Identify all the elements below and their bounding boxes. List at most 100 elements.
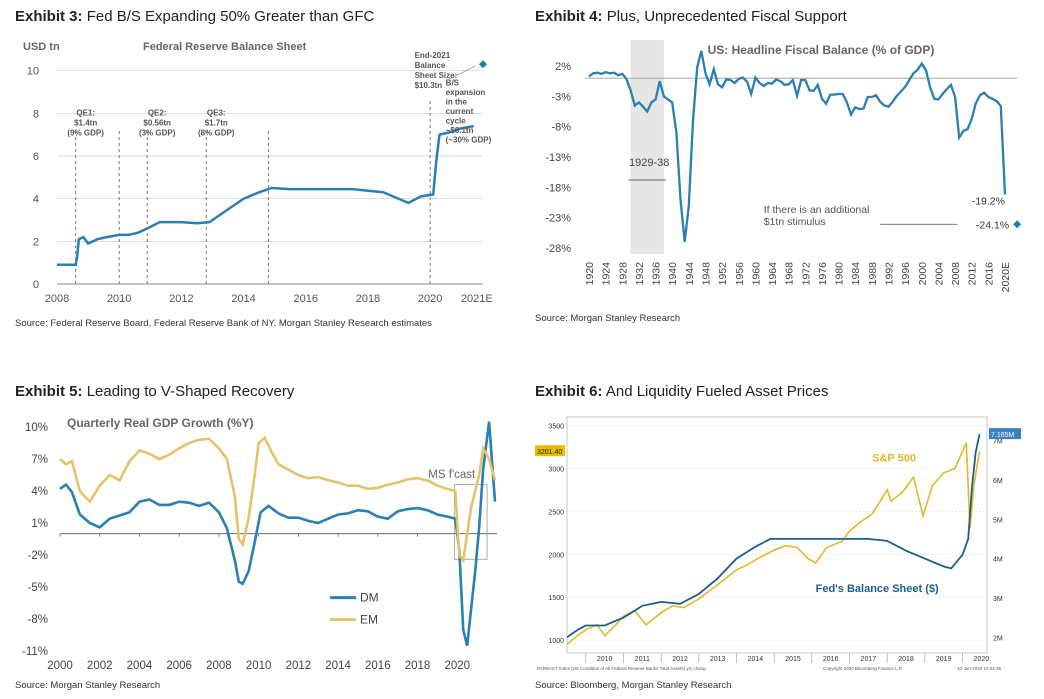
exhibit-3-title: Fed B/S Expanding 50% Greater than GFC xyxy=(86,8,375,25)
qe-annotation: QE1: xyxy=(76,108,95,117)
x-tick-label: 2020 xyxy=(444,660,470,672)
x-tick-label: 1980 xyxy=(834,262,846,286)
plot-frame xyxy=(566,416,988,654)
chart-title: Federal Reserve Balance Sheet xyxy=(143,41,307,53)
y-tick-label: -11% xyxy=(22,646,48,658)
series-line-dm xyxy=(59,421,497,647)
fiscal-balance-chart: 1929-38 US: Headline Fiscal Balance (% of… xyxy=(545,40,1022,292)
qe-annotation: $0.56tn xyxy=(143,118,171,127)
end-2021-callout: Balance xyxy=(415,61,446,70)
exhibit-6-heading: Exhibit 6: And Liquidity Fueled Asset Pr… xyxy=(535,383,828,400)
qe-annotation: $1.7tn xyxy=(205,118,228,127)
x-tick-label: 2010 xyxy=(107,293,131,305)
x-tick-label: 2016 xyxy=(294,293,318,305)
stimulus-note: $1tn stimulus xyxy=(764,216,826,228)
end-2021-marker xyxy=(479,60,487,69)
x-tick-label: 1948 xyxy=(700,262,712,286)
x-tick-label: 2012 xyxy=(967,262,979,286)
qe-annotation: (3% GDP) xyxy=(139,128,176,137)
depression-shade xyxy=(630,40,664,254)
bloomberg-footer-left: PARBAST Index (US Condition of All Feder… xyxy=(537,666,706,671)
x-tick-label: 2016 xyxy=(823,656,839,663)
x-tick-label: 2020 xyxy=(974,656,990,663)
exhibit-4-heading: Exhibit 4: Plus, Unprecedented Fiscal Su… xyxy=(535,8,847,25)
exhibit-6-source: Source: Bloomberg, Morgan Stanley Resear… xyxy=(535,680,732,691)
bs-expansion-callout: (~30% GDP) xyxy=(446,136,492,145)
right-tick-label: 3M xyxy=(993,596,1003,603)
x-tick-label: 2012 xyxy=(286,660,312,672)
sp500-vs-fed-chart: 1000 1500 2000 2500 3000 3500 2M 3M 4M 5M 6M 7M 2010… xyxy=(535,416,1021,671)
y-tick-label: 8 xyxy=(33,108,39,120)
exhibit-4-label: Exhibit 4: xyxy=(535,8,603,25)
end-2021-callout: Sheet Size: xyxy=(415,71,458,80)
exhibit-5-heading: Exhibit 5: Leading to V-Shaped Recovery xyxy=(15,383,294,400)
right-last-value-tag xyxy=(989,428,1021,440)
x-tick-label: 2000 xyxy=(47,660,73,672)
x-tick-label: 1984 xyxy=(850,262,862,286)
x-tick-label: 1928 xyxy=(617,262,629,286)
x-tick-label: 2015 xyxy=(785,656,801,663)
y-tick-label: -3% xyxy=(551,91,571,103)
forecast-label: MS f'cast xyxy=(428,469,476,481)
x-tick-label: 2012 xyxy=(169,293,193,305)
y-tick-label: 6 xyxy=(33,151,39,163)
left-tick-label: 2500 xyxy=(548,509,564,516)
depression-label: 1929-38 xyxy=(629,157,669,169)
x-tick-label: 1920 xyxy=(584,262,596,286)
x-tick-label: 2014 xyxy=(325,660,351,672)
bs-expansion-callout: B/S xyxy=(446,79,460,88)
legend-label-dm: DM xyxy=(360,591,379,605)
x-tick-label: 1924 xyxy=(601,262,613,286)
x-tick-label: 2011 xyxy=(635,656,650,663)
sp500-series-label: S&P 500 xyxy=(872,453,916,465)
qe-annotation: QE3: xyxy=(207,108,226,117)
qe-annotation: (9% GDP) xyxy=(67,128,104,137)
y-tick-label: -8% xyxy=(551,122,571,134)
x-tick-label: 1960 xyxy=(750,262,762,286)
qe-annotation: QE2: xyxy=(148,108,167,117)
right-tick-label: 4M xyxy=(993,557,1003,564)
legend-label-em: EM xyxy=(360,613,378,627)
bs-expansion-callout: cycle xyxy=(446,117,467,126)
right-tick-label: 7M xyxy=(993,439,1003,446)
x-tick-label: 1952 xyxy=(717,262,729,286)
exhibit-6-title: And Liquidity Fueled Asset Prices xyxy=(605,383,829,400)
left-tick-label: 3500 xyxy=(548,424,564,431)
x-tick-label: 1996 xyxy=(900,262,912,286)
exhibit-4-title: Plus, Unprecedented Fiscal Support xyxy=(606,8,847,25)
x-tick-label: 2013 xyxy=(710,656,726,663)
exhibit-4-source: Source: Morgan Stanley Research xyxy=(535,313,681,324)
end-2021-callout: End-2021 xyxy=(415,51,451,60)
y-tick-label: 4 xyxy=(33,194,39,206)
y-tick-label: 4% xyxy=(31,486,48,498)
y-tick-label: 10% xyxy=(25,422,48,434)
x-tick-label: 2018 xyxy=(898,656,914,663)
x-tick-label: 2021E xyxy=(461,293,493,305)
x-tick-label: 2012 xyxy=(672,656,688,663)
exhibit-3-label: Exhibit 3: xyxy=(15,8,83,25)
x-tick-label: 1968 xyxy=(784,262,796,286)
bloomberg-footer-right: Copyright 2020 Bloomberg Finance L.P. xyxy=(823,666,902,671)
left-tick-label: 3000 xyxy=(548,466,564,473)
right-tick-label: 5M xyxy=(993,517,1003,524)
x-tick-label: 2010 xyxy=(246,660,272,672)
chart-title: US: Headline Fiscal Balance (% of GDP) xyxy=(708,43,935,57)
fiscal-balance-line xyxy=(588,50,1007,243)
forecast-box xyxy=(453,484,488,560)
y-tick-label: -23% xyxy=(545,213,571,225)
x-tick-label: 2004 xyxy=(127,660,153,672)
y-tick-label: -18% xyxy=(545,182,571,194)
x-tick-label: 1944 xyxy=(684,262,696,286)
stimulus-value-label: -24.1% xyxy=(976,219,1009,231)
y-tick-label: -13% xyxy=(545,152,571,164)
x-tick-label: 2020 xyxy=(418,293,442,305)
x-tick-label: 2010 xyxy=(597,656,613,663)
fed-series-label: Fed's Balance Sheet ($) xyxy=(816,583,939,595)
stimulus-note: If there is an additional xyxy=(764,204,870,216)
x-tick-label: 2019 xyxy=(936,656,952,663)
y-tick-label: -2% xyxy=(28,550,48,562)
y-tick-label: -8% xyxy=(28,614,48,626)
callout-arrow xyxy=(448,65,476,80)
y-tick-label: -5% xyxy=(28,582,48,594)
x-tick-label: 2018 xyxy=(405,660,431,672)
